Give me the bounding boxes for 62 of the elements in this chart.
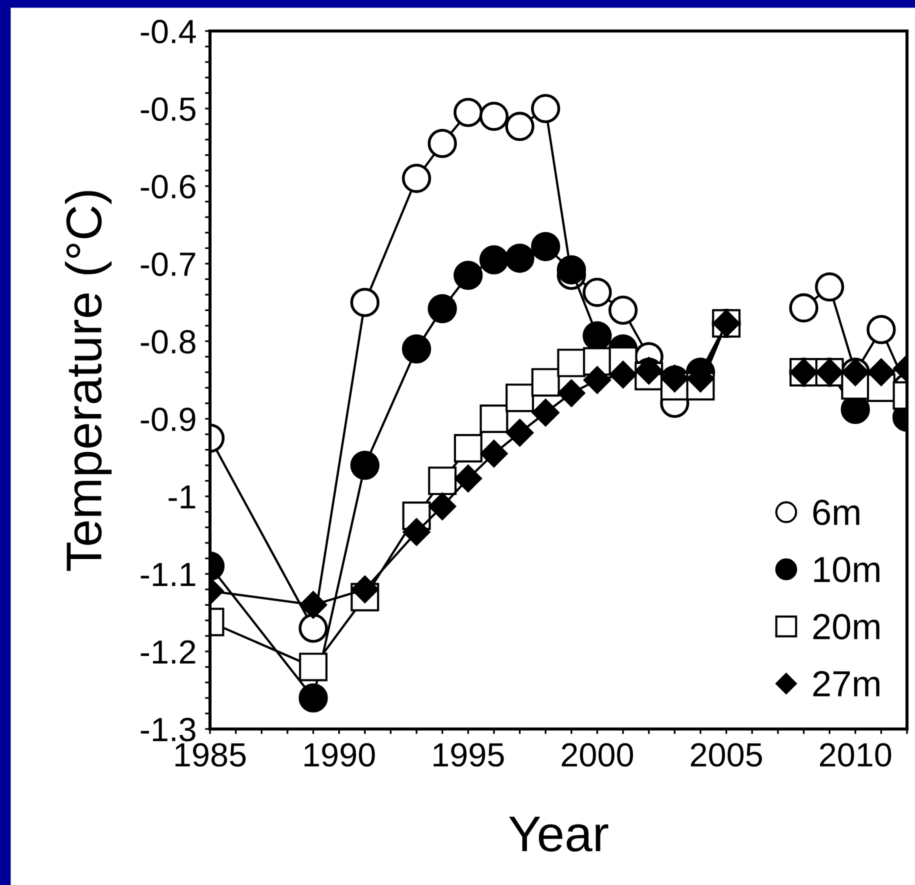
- point: [505, 244, 534, 273]
- point: [608, 296, 638, 325]
- point: [454, 464, 482, 492]
- point: [298, 614, 328, 643]
- point: [609, 360, 637, 388]
- x-tick-label: 1985: [175, 743, 246, 767]
- x-tick-label: 2000: [562, 743, 633, 767]
- legend-label: 20m: [813, 614, 880, 640]
- legend-label: 10m: [814, 556, 880, 582]
- point: [351, 576, 379, 604]
- y-tick-label: -0.9: [140, 408, 196, 432]
- point: [582, 278, 612, 307]
- y-tick-label: -0.6: [140, 174, 196, 199]
- y-tick-label: -1.1: [140, 563, 196, 586]
- x-tick-label: 1990: [304, 743, 375, 767]
- point: [350, 288, 380, 318]
- point: [814, 272, 844, 302]
- y-tick-label: -0.7: [140, 252, 196, 276]
- point: [866, 315, 896, 344]
- point: [454, 98, 483, 128]
- x-tick-label: 2005: [690, 743, 762, 767]
- point: [556, 255, 586, 284]
- point: [789, 293, 818, 322]
- y-tick-label: -0.5: [140, 97, 196, 121]
- y-tick-label: -0.8: [140, 330, 196, 354]
- point: [402, 518, 430, 546]
- y-axis-title: Temperature (°C): [64, 191, 112, 571]
- point: [402, 334, 432, 364]
- y-tick-label: -1: [168, 485, 196, 508]
- point: [428, 492, 456, 520]
- point: [428, 294, 457, 324]
- point: [479, 102, 509, 131]
- point: [557, 348, 586, 378]
- y-tick-label: -1.3: [140, 718, 196, 742]
- point: [350, 450, 380, 480]
- point: [480, 440, 508, 468]
- point: [299, 652, 328, 682]
- point: [505, 112, 534, 141]
- point: [558, 379, 586, 407]
- point: [298, 683, 328, 713]
- legend-label: 6m: [813, 500, 860, 526]
- y-tick-label: -0.4: [140, 20, 196, 44]
- point: [480, 404, 508, 434]
- point: [506, 418, 534, 447]
- point: [428, 466, 457, 496]
- x-tick-label: 1995: [434, 743, 504, 767]
- point: [531, 232, 560, 262]
- legend-label: 27m: [813, 671, 880, 696]
- point: [531, 94, 560, 124]
- point: [479, 245, 509, 274]
- point: [531, 368, 560, 397]
- point: [299, 591, 328, 619]
- point: [454, 260, 483, 290]
- point: [428, 128, 457, 158]
- point: [506, 384, 534, 412]
- point: [583, 366, 612, 394]
- point: [532, 398, 560, 426]
- point: [454, 434, 482, 462]
- x-axis-title: Year: [509, 816, 608, 852]
- x-tick-label: 2010: [820, 743, 892, 767]
- point: [402, 164, 432, 193]
- y-tick-label: -1.2: [140, 640, 196, 664]
